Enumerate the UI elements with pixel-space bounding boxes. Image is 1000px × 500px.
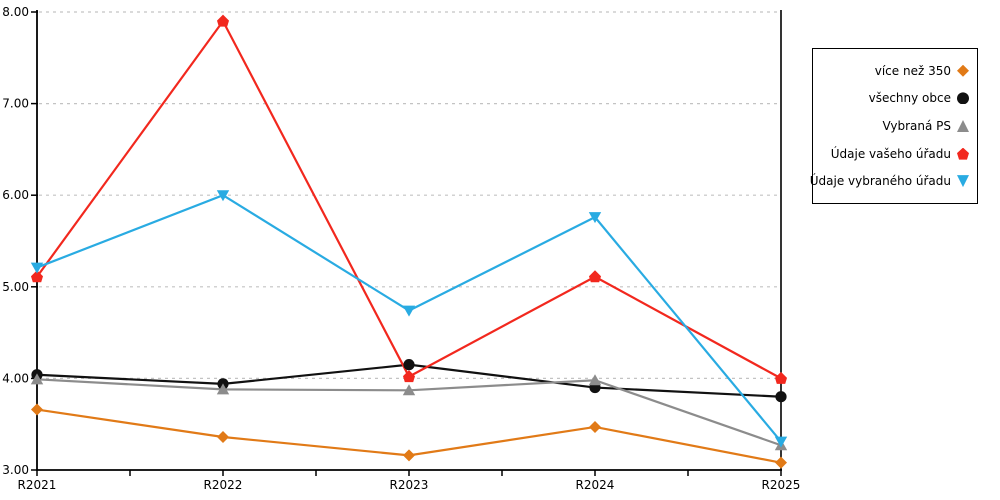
legend: více než 350 všechny obce Vybraná PS Úda… <box>810 48 978 204</box>
triangle-up-marker-icon <box>588 374 602 386</box>
legend-label: více než 350 <box>874 63 951 78</box>
diamond-marker-icon <box>217 431 229 444</box>
pentagon-marker-icon <box>775 371 787 384</box>
y-tick-label: 5.00 <box>2 280 29 294</box>
triangle-down-marker-icon <box>957 175 969 188</box>
y-tick-label: 7.00 <box>2 97 29 111</box>
y-tick-label: 3.00 <box>2 463 29 477</box>
triangle-down-marker-icon <box>30 262 44 274</box>
pentagon-marker-icon <box>957 147 969 160</box>
pentagon-marker-icon <box>403 370 415 383</box>
triangle-down-marker-icon <box>402 305 416 317</box>
legend-label: Údaje vybraného úřadu <box>809 174 951 189</box>
legend-item-vsechny-obce: všechny obce <box>821 91 969 105</box>
diamond-marker-icon <box>775 456 787 469</box>
x-tick-label: R2023 <box>390 478 429 492</box>
diamond-marker-icon <box>31 403 43 416</box>
legend-item-vice-nez-350: více než 350 <box>821 64 969 78</box>
diamond-marker-icon <box>957 64 969 77</box>
diamond-marker-icon <box>403 449 415 462</box>
y-tick-label: 4.00 <box>2 371 29 385</box>
legend-label: všechny obce <box>868 91 951 106</box>
legend-item-vybrana-ps: Vybraná PS <box>821 119 969 133</box>
x-tick-label: R2021 <box>18 478 57 492</box>
series-line-pentagon-up <box>36 19 782 380</box>
diamond-marker-icon <box>589 420 601 433</box>
pentagon-marker-icon <box>589 270 601 283</box>
y-tick-label: 6.00 <box>2 188 29 202</box>
triangle-down-marker-icon <box>774 436 788 448</box>
triangle-down-marker-icon <box>588 212 602 224</box>
triangle-up-marker-icon <box>30 373 44 385</box>
legend-label: Vybraná PS <box>882 118 951 133</box>
pentagon-marker-icon <box>31 270 43 283</box>
legend-item-udaje-vaseho-uradu: Údaje vašeho úřadu <box>821 147 969 161</box>
y-tick-label: 8.00 <box>2 5 29 19</box>
legend-label: Údaje vašeho úřadu <box>830 146 951 161</box>
circle-marker-icon <box>957 92 969 105</box>
circle-marker-icon <box>775 391 787 403</box>
x-tick-label: R2024 <box>576 478 615 492</box>
triangle-up-marker-icon <box>957 119 969 132</box>
x-tick-label: R2022 <box>204 478 243 492</box>
triangle-up-marker-icon <box>216 383 230 395</box>
triangle-up-marker-icon <box>402 384 416 396</box>
x-tick-label: R2025 <box>762 478 801 492</box>
circle-marker-icon <box>403 359 415 371</box>
legend-item-udaje-vybraneho-uradu: Údaje vybraného úřadu <box>810 174 969 188</box>
pentagon-marker-icon <box>217 14 229 27</box>
triangle-down-marker-icon <box>216 190 230 202</box>
